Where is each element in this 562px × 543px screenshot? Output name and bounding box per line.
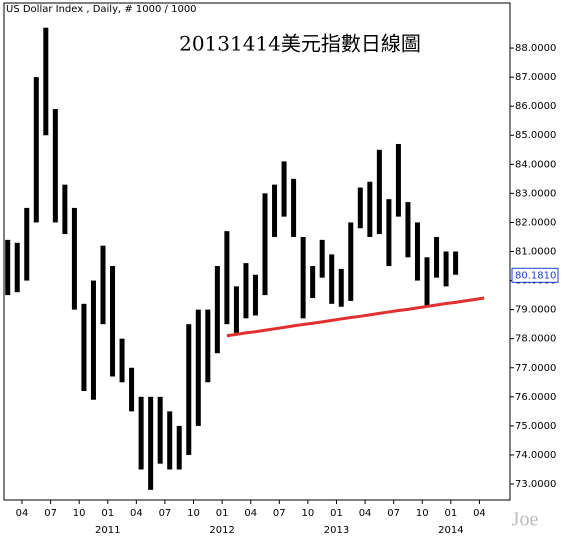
range-bar	[262, 193, 268, 296]
range-bar	[414, 222, 420, 281]
x-tick-label: 07	[273, 508, 286, 519]
x-tick-label: 04	[473, 508, 486, 519]
x-tick-label: 10	[187, 508, 200, 519]
y-tick-label: 86.0000	[515, 101, 556, 112]
year-label: 2013	[324, 525, 349, 536]
range-bar	[129, 367, 135, 412]
range-bar	[310, 266, 316, 299]
trendline	[226, 296, 485, 338]
year-label: 2011	[95, 525, 120, 536]
range-bar	[195, 309, 201, 426]
range-bar	[357, 187, 363, 229]
x-tick-label: 10	[416, 508, 429, 519]
y-tick-label: 73.0000	[515, 479, 556, 490]
range-bar	[52, 109, 58, 223]
range-bar	[119, 338, 125, 383]
range-bar	[176, 425, 182, 470]
x-tick-label: 04	[359, 508, 372, 519]
range-bar	[272, 184, 278, 237]
watermark: Joe	[512, 509, 539, 531]
y-tick-label: 82.0000	[515, 217, 556, 228]
x-tick-label: 07	[159, 508, 172, 519]
range-bar	[81, 303, 87, 392]
y-tick-label: 83.0000	[515, 188, 556, 199]
range-bar	[395, 143, 401, 217]
range-bar	[167, 411, 173, 470]
x-tick-label: 04	[130, 508, 143, 519]
range-bar	[281, 161, 287, 217]
chart-header: US Dollar Index , Daily, # 1000 / 1000	[6, 4, 197, 15]
x-tick-label: 10	[73, 508, 86, 519]
range-bar	[348, 222, 354, 301]
range-bar	[300, 236, 306, 319]
y-tick-label: 81.0000	[515, 247, 556, 258]
range-bar	[434, 236, 440, 278]
chart-title: 20131414美元指數日線圖	[179, 32, 421, 56]
x-tick-label: 04	[244, 508, 257, 519]
range-bar	[62, 184, 68, 235]
range-bar	[453, 251, 459, 275]
y-tick-label: 85.0000	[515, 130, 556, 141]
range-bar	[90, 280, 96, 400]
range-bar	[319, 239, 325, 278]
range-bar	[110, 266, 116, 377]
y-tick-label: 74.0000	[515, 450, 556, 461]
range-bar	[367, 181, 373, 237]
y-tick-label: 79.0000	[515, 305, 556, 316]
year-label: 2012	[209, 525, 234, 536]
range-bar	[33, 77, 39, 223]
y-tick-label: 75.0000	[515, 421, 556, 432]
x-tick-label: 10	[302, 508, 315, 519]
range-bar	[205, 309, 211, 383]
y-tick-label: 78.0000	[515, 334, 556, 345]
x-tick-label: 07	[44, 508, 57, 519]
year-label: 2014	[438, 525, 463, 536]
range-bar	[71, 207, 77, 310]
range-bar	[252, 274, 258, 316]
range-bar	[157, 396, 163, 464]
range-bar	[405, 202, 411, 258]
range-bar	[291, 178, 297, 237]
range-bar	[14, 242, 20, 293]
range-bar	[338, 268, 344, 307]
y-tick-label: 76.0000	[515, 392, 556, 403]
range-bar	[186, 324, 192, 455]
range-bar	[386, 199, 392, 267]
range-bar	[329, 254, 335, 304]
y-tick-label: 77.0000	[515, 363, 556, 374]
last-value-box	[511, 267, 559, 283]
range-bar	[138, 396, 144, 470]
range-bar	[224, 231, 230, 325]
range-bar	[100, 245, 106, 325]
x-tick-label: 07	[387, 508, 400, 519]
range-bar	[443, 251, 449, 287]
range-bar	[43, 27, 49, 136]
range-bar	[243, 263, 249, 319]
x-tick-label: 01	[101, 508, 114, 519]
last-value-label: 80.1810	[515, 270, 556, 281]
range-bar	[148, 396, 154, 490]
x-tick-label: 01	[444, 508, 457, 519]
y-tick-label: 88.0000	[515, 43, 556, 54]
x-tick-label: 01	[330, 508, 343, 519]
range-bar	[5, 239, 11, 296]
range-bar	[376, 149, 382, 235]
range-bar	[24, 207, 30, 281]
y-tick-label: 84.0000	[515, 159, 556, 170]
range-bar	[424, 257, 430, 307]
x-tick-label: 04	[16, 508, 29, 519]
range-bar	[214, 266, 220, 354]
y-tick-label: 87.0000	[515, 72, 556, 83]
range-bar	[233, 286, 239, 333]
x-tick-label: 01	[216, 508, 229, 519]
